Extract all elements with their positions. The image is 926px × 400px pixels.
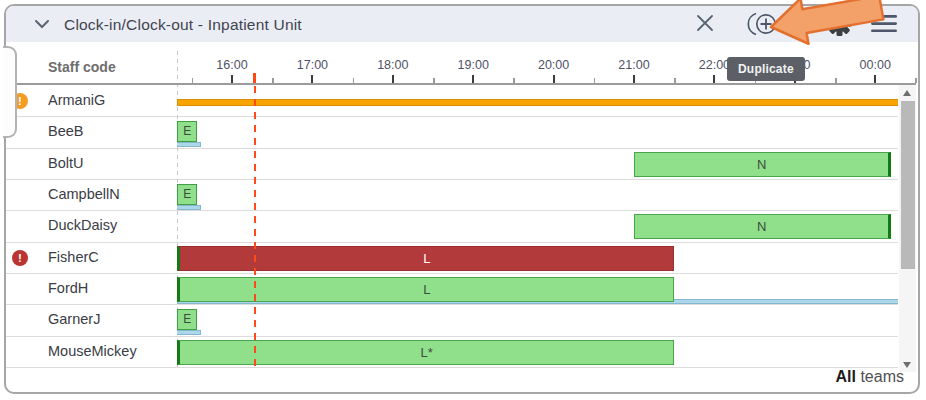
scroll-up-button[interactable] [899,85,916,100]
staff-name: ArmaniG [48,92,105,108]
staff-name: MouseMickey [48,343,137,359]
shift-bar[interactable]: E [177,121,197,142]
close-icon[interactable] [695,13,715,33]
gear-icon[interactable] [826,10,853,37]
staff-name: BoltU [48,155,83,171]
axis-hour-label: 19:00 [443,58,503,72]
axis-hour-label: 17:00 [282,58,342,72]
staff-name: GarnerJ [48,311,100,327]
scrollbar-thumb[interactable] [901,101,915,269]
shift-bar[interactable]: N [634,214,891,239]
scroll-down-button[interactable] [899,357,916,372]
error-icon[interactable]: ! [12,250,28,266]
time-axis-line [14,83,916,85]
shift-bar[interactable]: E [177,184,197,205]
actual-clock-bar[interactable] [177,330,201,335]
axis-major-tick [392,75,394,83]
staff-name: FordH [48,280,88,296]
axis-major-tick [633,75,635,83]
staff-name: DuckDaisy [48,217,117,233]
overtime-bar[interactable] [177,99,898,106]
chevron-down-icon[interactable] [32,15,52,33]
teams-filter-all: All [836,368,856,385]
shift-bar[interactable]: E [177,309,197,330]
axis-major-tick [874,75,876,83]
scroll-up-icon [903,90,911,96]
shift-bar[interactable]: L [177,277,674,302]
staff-code-header: Staff code [48,59,116,75]
shift-bar[interactable]: L [177,246,674,271]
shift-bar[interactable]: N [634,152,891,177]
axis-hour-label: 00:00 [845,58,905,72]
staff-name: FisherC [48,249,99,265]
axis-major-tick [553,75,555,83]
window-title: Clock-in/Clock-out - Inpatient Unit [64,6,302,42]
axis-major-tick [472,75,474,83]
axis-hour-label: 21:00 [604,58,664,72]
teams-filter[interactable]: All teams [836,368,904,386]
axis-hour-label: 18:00 [363,58,423,72]
teams-filter-teams: teams [860,368,904,385]
axis-major-tick [713,75,715,83]
staff-name: CampbellN [48,186,120,202]
duplicate-tooltip: Duplicate [727,57,805,81]
axis-major-tick [311,75,313,83]
gantt-chart: ENENLLEL* [177,86,898,368]
side-panel-handle[interactable] [3,46,17,138]
current-time-line [254,86,257,368]
axis-hour-label: 20:00 [524,58,584,72]
actual-clock-bar[interactable] [177,142,201,147]
actual-clock-bar[interactable] [177,205,201,210]
shift-bar[interactable]: L* [177,340,674,365]
staff-name: BeeB [48,123,83,139]
vertical-scrollbar[interactable] [899,85,916,372]
axis-major-tick [231,75,233,83]
hamburger-icon[interactable] [871,14,897,34]
widget-header: Clock-in/Clock-out - Inpatient Unit [6,6,918,42]
app-window: Clock-in/Clock-out - Inpatient Unit [0,0,926,400]
duplicate-icon[interactable] [747,10,781,38]
axis-hour-label: 16:00 [202,58,262,72]
scroll-down-icon [903,362,911,368]
